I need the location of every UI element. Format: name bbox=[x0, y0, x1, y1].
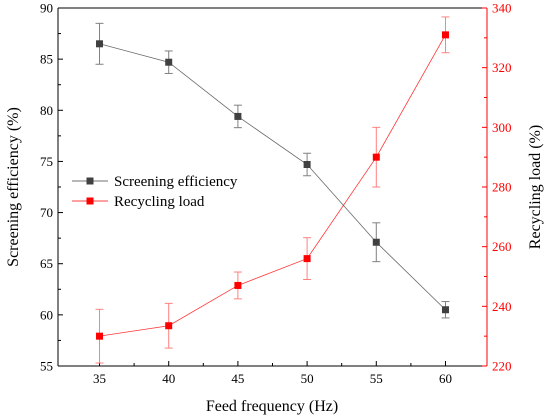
data-point-recycling-load bbox=[234, 281, 242, 289]
y-left-tick-label: 60 bbox=[40, 307, 53, 322]
y-left-tick-label: 55 bbox=[40, 359, 53, 374]
x-tick-label: 45 bbox=[231, 371, 244, 386]
y-left-tick-label: 75 bbox=[40, 154, 53, 169]
y-right-tick-label: 280 bbox=[492, 180, 512, 195]
y-axis-right-title: Recycling load (%) bbox=[527, 125, 544, 249]
data-point-recycling-load bbox=[96, 332, 104, 340]
y-axis-left-title: Screening efficiency (%) bbox=[5, 107, 22, 267]
y-left-tick-label: 80 bbox=[40, 103, 53, 118]
y-left-tick-label: 85 bbox=[40, 52, 53, 67]
legend-label-recycling-load: Recycling load bbox=[114, 194, 205, 210]
y-left-tick-label: 90 bbox=[40, 1, 53, 16]
y-right-tick-label: 260 bbox=[492, 239, 512, 254]
data-point-recycling-load bbox=[441, 31, 449, 39]
data-point-screening-efficiency bbox=[303, 160, 311, 168]
data-point-screening-efficiency bbox=[234, 112, 242, 120]
y-right-tick-label: 300 bbox=[492, 120, 512, 135]
legend-label-screening-efficiency: Screening efficiency bbox=[114, 174, 238, 190]
series-recycling-load bbox=[95, 16, 450, 364]
x-tick-label: 60 bbox=[439, 371, 452, 386]
legend-marker-screening-efficiency bbox=[86, 177, 94, 185]
y-left-tick-label: 65 bbox=[40, 256, 53, 271]
y-right-tick-label: 340 bbox=[492, 1, 512, 16]
data-point-screening-efficiency bbox=[372, 238, 380, 246]
x-tick-label: 50 bbox=[301, 371, 314, 386]
x-axis-title: Feed frequency (Hz) bbox=[206, 398, 338, 415]
series-line-recycling-load bbox=[99, 34, 446, 337]
data-point-screening-efficiency bbox=[96, 40, 104, 48]
data-point-recycling-load bbox=[165, 322, 173, 330]
data-point-recycling-load bbox=[303, 255, 311, 263]
data-point-recycling-load bbox=[372, 153, 380, 161]
data-point-screening-efficiency bbox=[165, 58, 173, 66]
data-point-screening-efficiency bbox=[441, 306, 449, 314]
x-tick-label: 35 bbox=[93, 371, 106, 386]
y-right-tick-label: 220 bbox=[492, 359, 512, 374]
y-left-tick-label: 70 bbox=[40, 205, 53, 220]
x-tick-label: 40 bbox=[162, 371, 175, 386]
y-right-tick-label: 240 bbox=[492, 299, 512, 314]
series-line-screening-efficiency bbox=[99, 43, 446, 311]
x-tick-label: 55 bbox=[370, 371, 383, 386]
legend-marker-recycling-load bbox=[86, 197, 94, 205]
y-right-tick-label: 320 bbox=[492, 60, 512, 75]
series-screening-efficiency bbox=[95, 22, 450, 319]
